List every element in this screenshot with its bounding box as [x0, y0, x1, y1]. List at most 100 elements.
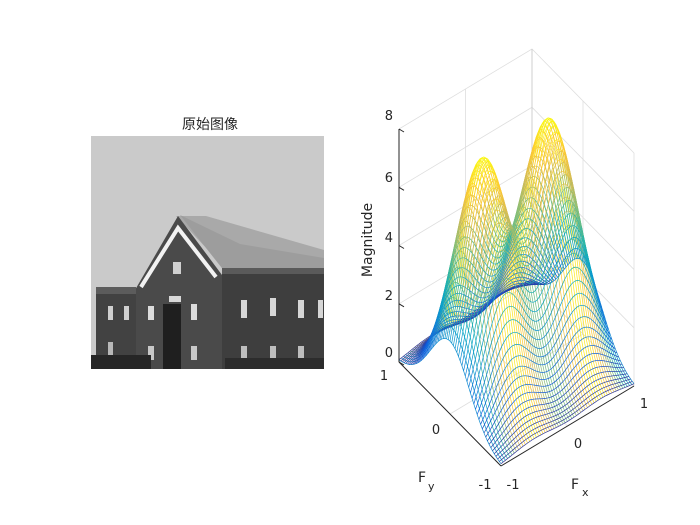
mesh-line-y — [557, 398, 560, 400]
mesh-line-y — [554, 405, 557, 407]
mesh-line-y — [606, 340, 609, 344]
mesh-line-y — [485, 299, 489, 302]
mesh-line-y — [531, 240, 534, 244]
mesh-line-y — [547, 137, 551, 144]
mesh-line-y — [566, 287, 569, 293]
mesh-line-y — [565, 355, 569, 360]
mesh-line-y — [533, 361, 537, 364]
mesh-line-y — [540, 414, 544, 417]
mesh-line-y — [514, 344, 517, 346]
mesh-line-y — [599, 340, 602, 343]
mesh-line-y — [533, 422, 536, 425]
mesh-line-y — [455, 266, 459, 283]
mesh-line-y — [565, 304, 569, 309]
mesh-line-y — [559, 245, 562, 254]
mesh-line-y — [485, 296, 488, 298]
mesh-line-y — [496, 251, 500, 253]
mesh-line-y — [495, 173, 499, 181]
mesh-line-y — [527, 441, 530, 444]
mesh-line-y — [543, 251, 547, 257]
mesh-line-y — [561, 312, 565, 319]
mesh-line-y — [414, 357, 418, 362]
mesh-line-y — [606, 380, 609, 383]
mesh-line-y — [496, 282, 500, 287]
mesh-line-y — [526, 399, 530, 402]
mesh-line-y — [506, 375, 510, 379]
mesh-line-y — [454, 299, 457, 315]
mesh-line-y — [516, 355, 519, 357]
mesh-line-y — [436, 324, 440, 336]
mesh-line-y — [554, 176, 558, 182]
mesh-line-y — [537, 425, 540, 428]
mesh-line-y — [486, 255, 490, 260]
mesh-line-y — [462, 209, 466, 224]
mesh-line-y — [522, 444, 526, 447]
mesh-line-y — [488, 203, 492, 211]
mesh-line-y — [462, 200, 466, 213]
mesh-line-y — [574, 240, 578, 243]
mesh-line-y — [548, 281, 551, 284]
mesh-line-y — [606, 337, 610, 341]
mesh-line-y — [574, 354, 577, 359]
mesh-line-y — [545, 273, 549, 281]
mesh-line-y — [564, 234, 568, 244]
mesh-line-y — [511, 229, 515, 236]
mesh-line-y — [531, 180, 535, 192]
mesh-line-y — [476, 196, 480, 208]
mesh-line-y — [455, 318, 459, 333]
mesh-line-y — [588, 361, 592, 364]
z-tick-label: 6 — [385, 171, 393, 186]
mesh-line-y — [545, 385, 548, 387]
mesh-line-y — [586, 254, 590, 264]
mesh-line-y — [567, 315, 571, 320]
mesh-line-y — [527, 282, 530, 284]
mesh-line-y — [498, 410, 502, 415]
mesh-line-y — [502, 353, 506, 359]
mesh-line-y — [543, 141, 547, 146]
mesh-line-y — [561, 229, 565, 235]
mesh-line-y — [552, 271, 555, 279]
mesh-line-y — [499, 329, 503, 335]
mesh-line-y — [567, 255, 570, 259]
mesh-line-y — [498, 215, 502, 222]
mesh-line-y — [556, 322, 560, 328]
mesh-line-y — [552, 400, 556, 403]
mesh-line-y — [496, 243, 499, 247]
mesh-line-y — [508, 441, 512, 444]
mesh-line-y — [581, 293, 584, 295]
mesh-line-y — [555, 253, 559, 261]
mesh-line-y — [470, 214, 474, 229]
mesh-line-y — [536, 146, 540, 157]
mesh-line-y — [502, 422, 505, 426]
mesh-line-y — [523, 261, 527, 263]
mesh-line-y — [511, 229, 515, 237]
mesh-line-y — [575, 372, 579, 376]
mesh-line-y — [551, 154, 555, 160]
mesh-line-y — [456, 283, 460, 300]
mesh-line-y — [556, 223, 560, 233]
mesh-line-y — [533, 277, 537, 281]
mesh-line-y — [498, 289, 502, 293]
mesh-line-y — [510, 279, 513, 283]
mesh-line-y — [501, 279, 504, 283]
mesh-line-y — [525, 246, 528, 248]
mesh-line-y — [478, 366, 482, 375]
mesh-line-y — [593, 321, 597, 325]
mesh-line-y — [470, 304, 474, 318]
mesh-line-y — [532, 405, 536, 407]
mesh-line-y — [589, 278, 593, 285]
mesh-line-y — [527, 307, 531, 311]
mesh-line-y — [485, 243, 489, 249]
mesh-line-y — [553, 257, 557, 264]
mesh-line-y — [580, 226, 584, 236]
mesh-line-y — [478, 311, 482, 314]
mesh-line-y — [561, 350, 565, 355]
mesh-line-y — [572, 390, 575, 394]
mesh-line-y — [487, 302, 490, 306]
mesh-line-y — [505, 282, 509, 285]
mesh-line-y — [484, 213, 488, 223]
mesh-line-y — [532, 146, 536, 157]
mesh-line-y — [594, 390, 598, 393]
mesh-line-y — [580, 389, 584, 393]
mesh-line-y — [403, 360, 407, 364]
